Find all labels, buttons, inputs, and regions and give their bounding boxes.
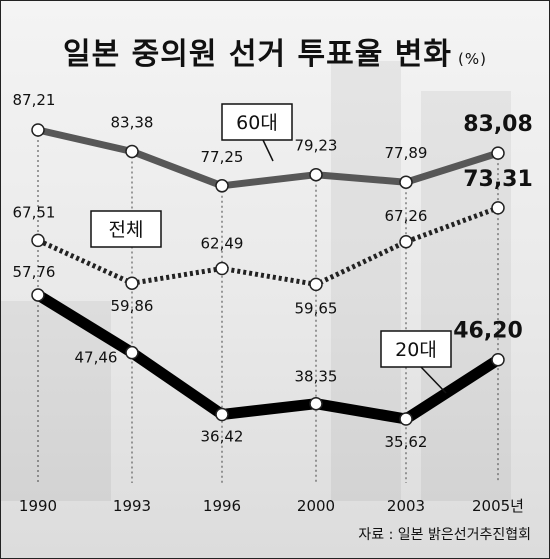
data-point <box>399 412 413 426</box>
series-callout-box <box>221 103 293 141</box>
data-point <box>399 235 413 249</box>
series-name-label: 60대 <box>236 112 278 134</box>
data-label: 67,26 <box>385 207 428 225</box>
data-point <box>215 179 229 193</box>
data-point <box>31 123 45 137</box>
x-tick-label: 2003 <box>387 497 425 515</box>
data-label: 79,23 <box>295 137 338 155</box>
data-point <box>125 276 139 290</box>
data-label: 62,49 <box>201 234 244 252</box>
data-label: 57,76 <box>13 263 56 281</box>
series-line-60대 <box>37 126 500 190</box>
data-label: 46,20 <box>453 319 523 344</box>
data-point <box>215 261 229 276</box>
data-point <box>491 201 505 215</box>
chart-title-text: 일본 중의원 선거 투표율 변화 <box>63 37 452 72</box>
background-shape <box>331 61 401 501</box>
series-callout-box <box>380 330 452 368</box>
callout-pointer <box>262 139 274 162</box>
data-point <box>399 175 413 189</box>
data-point <box>31 233 45 248</box>
x-tick-label: 2005년 <box>472 497 524 515</box>
x-tick-label: 1996 <box>203 497 241 515</box>
series-callout-box <box>90 210 162 248</box>
data-point <box>125 345 139 360</box>
series-name-label: 전체 <box>109 219 144 241</box>
data-point <box>309 277 323 292</box>
callout-pointer <box>420 366 447 394</box>
unit-label: (%) <box>458 50 487 68</box>
data-point <box>31 288 45 302</box>
data-point <box>491 146 505 160</box>
x-tick-label: 2000 <box>297 497 335 515</box>
data-label: 36,42 <box>201 428 244 446</box>
data-label: 67,51 <box>13 203 56 221</box>
data-point <box>491 352 505 367</box>
data-label: 77,89 <box>385 144 428 162</box>
data-point <box>309 396 323 411</box>
data-point <box>309 167 323 182</box>
series-line-전체 <box>36 205 499 287</box>
series-name-label: 20대 <box>395 339 437 361</box>
x-tick-label: 1993 <box>113 497 151 515</box>
series-line-20대 <box>35 290 501 425</box>
data-label: 38,35 <box>295 368 338 386</box>
chart-title: 일본 중의원 선거 투표율 변화 (%) <box>1 29 549 73</box>
source-note: 자료 : 일본 밝은선거추진협회 <box>358 527 531 543</box>
data-label: 59,86 <box>111 297 154 315</box>
x-tick-label: 1990 <box>19 497 57 515</box>
data-label: 83,38 <box>111 113 154 131</box>
data-label: 47,46 <box>75 349 118 367</box>
data-label: 87,21 <box>13 91 56 109</box>
data-label: 59,65 <box>295 299 338 317</box>
data-point <box>125 144 139 159</box>
data-label: 35,62 <box>385 433 428 451</box>
data-label: 77,25 <box>201 148 244 166</box>
data-label: 73,31 <box>463 167 533 192</box>
data-label: 83,08 <box>463 112 533 137</box>
data-point <box>215 407 229 422</box>
